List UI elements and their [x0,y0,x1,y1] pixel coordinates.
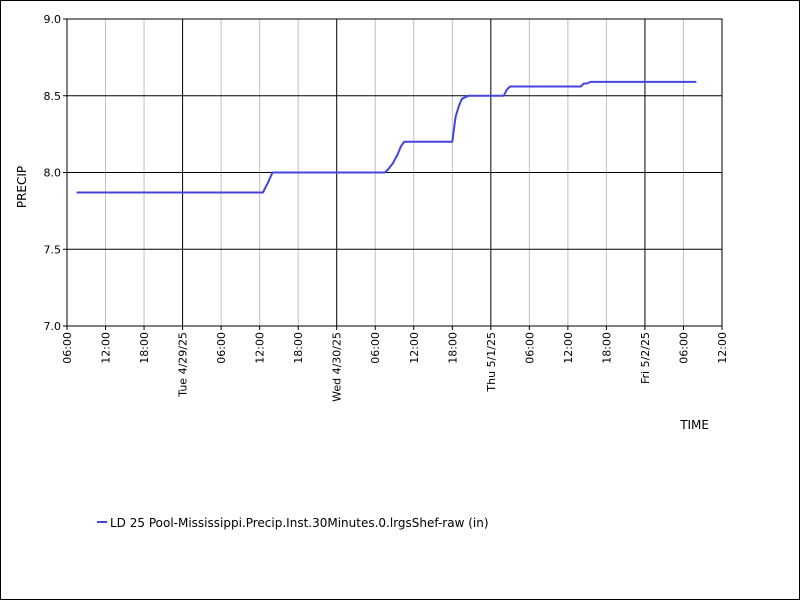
x-tick-label: 18:00 [446,332,459,364]
series-lines [76,80,697,194]
x-tick-label: 12:00 [408,332,421,364]
y-tick-label: 8.5 [44,90,62,103]
x-tick-label: 06:00 [369,332,382,364]
x-tick-label: 06:00 [215,332,228,364]
x-tick-label: 12:00 [562,332,575,364]
x-tick-label: 12:00 [254,332,267,364]
legend: LD 25 Pool-Mississippi.Precip.Inst.30Min… [97,516,489,530]
legend-label: LD 25 Pool-Mississippi.Precip.Inst.30Min… [110,516,489,530]
x-tick-label: 12:00 [100,332,113,364]
x-tick-label: 06:00 [523,332,536,364]
y-axis-ticks: 7.0 7.5 8.0 8.5 9.0 [44,13,67,333]
x-tick-label: Thu 5/1/25 [485,332,498,393]
series-line [76,80,697,194]
x-tick-label: 12:00 [716,332,729,364]
y-axis-label: PRECIP [15,166,29,208]
y-tick-label: 8.0 [44,167,62,180]
x-tick-label: 06:00 [61,332,74,364]
x-tick-label: 06:00 [677,332,690,364]
x-tick-label: 18:00 [600,332,613,364]
y-tick-label: 7.0 [44,320,62,333]
x-axis-ticks: 06:00 12:00 18:00 Tue 4/29/25 06:00 12:00 18:0… [61,326,729,402]
y-tick-label: 9.0 [44,13,62,26]
y-tick-label: 7.5 [44,243,62,256]
x-tick-label: Tue 4/29/25 [177,332,190,398]
x-tick-label: 18:00 [138,332,151,364]
x-tick-label: Wed 4/30/25 [331,332,344,402]
x-axis-label: TIME [679,418,709,432]
x-tick-label: Fri 5/2/25 [639,332,652,384]
x-tick-label: 18:00 [292,332,305,364]
